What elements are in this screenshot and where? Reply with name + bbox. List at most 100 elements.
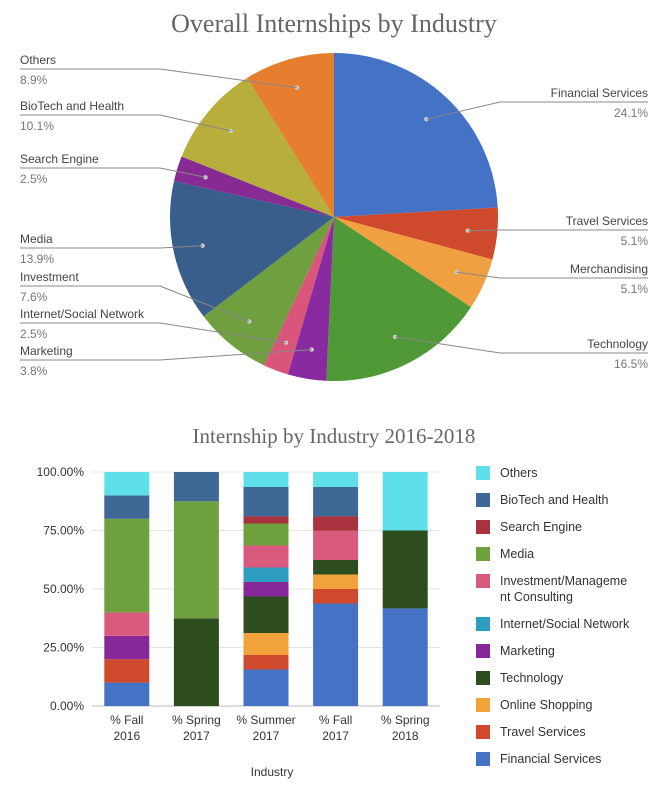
pie-slice-search-engine [174,156,334,217]
x-tick-label: 2018 [392,729,419,743]
bar-segment-online-shopping [243,633,289,655]
pie-labels: Financial Services 24.1% Travel Services 5.… [20,53,648,378]
pie-chart-title: Overall Internships by Industry [171,9,497,38]
pie-slice-marketing [287,217,334,381]
bar-segment-internet-social-network [243,567,289,582]
pie-slice-media [170,181,334,317]
legend-label-biotech-and-health: BioTech and Health [500,493,608,507]
legend-swatch-search-engine [476,520,490,534]
legend-swatch-others [476,466,490,480]
legend-label-internet-social-network: Internet/Social Network [500,617,630,631]
pie-leader-line [426,101,648,120]
x-tick-label: % Spring [381,713,430,727]
bar-segment-investment-management-consulting [104,612,150,636]
bar-segment-technology [382,530,428,609]
pie-slice-internet-social-network [263,217,334,375]
legend-swatch-marketing [476,644,490,658]
bar-segment-search-engine [243,516,289,524]
x-axis-ticks: % Fall 2016 % Spring 2017 % Summer 2017 % Fall… [110,713,429,743]
legend-label-technology: Technology [500,671,564,685]
bar-segment-travel-services [104,659,150,683]
legend-swatch-technology [476,671,490,685]
x-axis-title: Industry [251,765,294,779]
pie-leader-line [456,271,648,279]
bar-segment-financial-services [104,682,150,706]
pie-slice-financial-services [334,53,498,217]
pie-pct-others: 8.9% [20,73,48,87]
bar-segment-others [313,472,359,487]
pie-label-investment: Investment [20,270,79,284]
bar-segment-financial-services [313,603,359,706]
bar-segment-investment-management-consulting [243,545,289,568]
legend-swatch-online-shopping [476,698,490,712]
legend-swatch-investment-management-consulting [476,574,490,588]
bar-segment-others [382,472,428,531]
pie-leader-dot [309,347,314,352]
pie-leader-line [467,229,648,232]
bar-segment-travel-services [313,589,359,604]
pie-leader-line [20,285,250,322]
pie-pct-investment: 7.6% [20,290,48,304]
bar-segment-others [104,472,150,496]
x-tick-label: % Fall [319,713,352,727]
bar-segment-biotech-and-health [243,487,289,517]
x-tick-label: % Fall [110,713,143,727]
pie-pct-internet-social-network: 2.5% [20,327,48,341]
legend-label-media: Media [500,547,534,561]
pie-pct-financial-services: 24.1% [614,106,648,120]
legend-swatch-media [476,547,490,561]
bar-segment-media [104,518,150,613]
pie-pct-search-engine: 2.5% [20,172,48,186]
pie-leader-line [394,336,648,354]
legend-label-investment-management-consulting: nt Consulting [500,590,573,604]
bar-segment-biotech-and-health [104,495,150,519]
bar-segment-technology [173,618,219,707]
pie-pct-biotech-and-health: 10.1% [20,119,54,133]
pie-slice-travel-services [334,207,498,260]
bar-segment-others [243,472,289,487]
legend-label-marketing: Marketing [500,644,555,658]
stacked-bar-chart [104,472,428,707]
pie-leader-line [20,349,312,361]
x-tick-label: % Spring [172,713,221,727]
bar-segment-biotech-and-health [313,487,359,517]
x-tick-label: % Summer [236,713,295,727]
legend-swatch-internet-social-network [476,617,490,631]
bar-segment-travel-services [243,655,289,670]
bar-segment-media [243,523,289,546]
x-tick-label: 2017 [253,729,280,743]
bar-segment-marketing [104,635,150,660]
legend-label-others: Others [500,466,538,480]
pie-label-search-engine: Search Engine [20,152,99,166]
pie-slice-others [247,53,334,217]
legend-label-financial-services: Financial Services [500,752,601,766]
pie-slice-biotech-and-health [181,77,334,218]
pie-leader-line [20,167,206,178]
y-tick-label: 75.00% [43,524,84,538]
pie-label-merchandising: Merchandising [570,262,648,276]
bar-segment-search-engine [313,516,359,531]
pie-label-technology: Technology [587,337,648,351]
y-tick-label: 25.00% [43,641,84,655]
bar-segment-investment-management-consulting [313,530,359,560]
x-tick-label: 2016 [113,729,140,743]
y-axis-ticks: 0.00% 25.00% 50.00% 75.00% 100.00% [37,465,85,713]
pie-slice-merchandising [334,217,493,308]
legend-label-investment-management-consulting: Investment/Manageme [500,574,627,588]
pie-label-others: Others [20,53,56,67]
legend-label-online-shopping: Online Shopping [500,698,592,712]
pie-chart [170,53,498,382]
y-tick-label: 0.00% [50,699,84,713]
pie-pct-technology: 16.5% [614,357,648,371]
bar-segment-marketing [243,582,289,597]
pie-leader-dot [392,334,398,340]
pie-label-marketing: Marketing [20,344,73,358]
legend-swatch-biotech-and-health [476,493,490,507]
bar-segment-media [173,501,219,619]
bar-segment-technology [313,560,359,575]
legend-swatch-travel-services [476,725,490,739]
pie-label-travel-services: Travel Services [566,214,648,228]
pie-pct-travel-services: 5.1% [621,234,649,248]
pie-leader-line [20,114,231,132]
